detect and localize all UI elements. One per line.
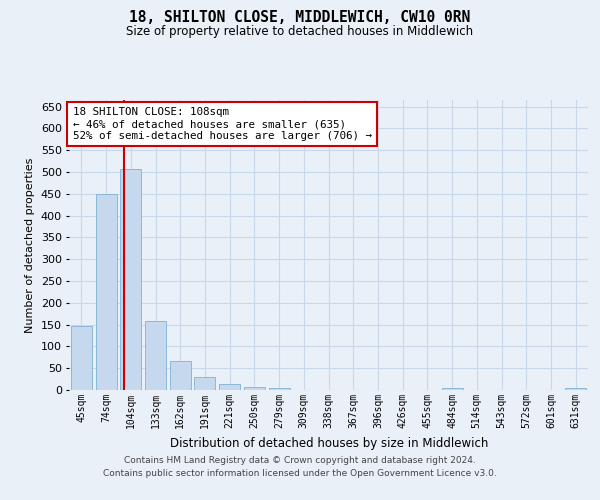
Bar: [145, 321, 166, 390]
Text: Contains HM Land Registry data © Crown copyright and database right 2024.
Contai: Contains HM Land Registry data © Crown c…: [103, 456, 497, 477]
Bar: [244, 386, 265, 390]
Text: Size of property relative to detached houses in Middlewich: Size of property relative to detached ho…: [127, 25, 473, 38]
Y-axis label: Number of detached properties: Number of detached properties: [25, 158, 35, 332]
Bar: [120, 169, 141, 390]
Bar: [170, 361, 191, 390]
Text: 18, SHILTON CLOSE, MIDDLEWICH, CW10 0RN: 18, SHILTON CLOSE, MIDDLEWICH, CW10 0RN: [130, 10, 470, 25]
Bar: [95, 194, 116, 390]
Bar: [269, 388, 290, 390]
Bar: [442, 388, 463, 390]
Bar: [565, 388, 586, 390]
Text: Distribution of detached houses by size in Middlewich: Distribution of detached houses by size …: [170, 438, 488, 450]
Text: 18 SHILTON CLOSE: 108sqm
← 46% of detached houses are smaller (635)
52% of semi-: 18 SHILTON CLOSE: 108sqm ← 46% of detach…: [73, 108, 372, 140]
Bar: [194, 377, 215, 390]
Bar: [71, 326, 92, 390]
Bar: [219, 384, 240, 390]
